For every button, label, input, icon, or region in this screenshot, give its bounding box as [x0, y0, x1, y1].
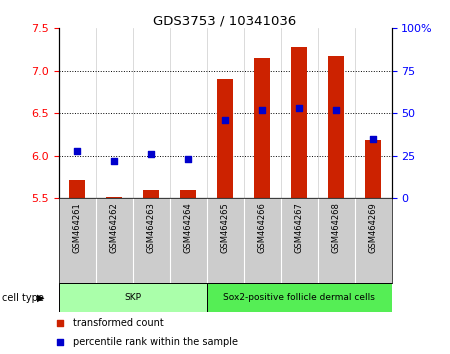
Point — [333, 107, 340, 113]
Text: transformed count: transformed count — [73, 318, 164, 329]
Point — [258, 107, 265, 113]
Point — [110, 158, 117, 164]
Text: GSM464262: GSM464262 — [109, 202, 118, 253]
Text: GSM464264: GSM464264 — [184, 202, 193, 253]
Point — [369, 136, 377, 142]
Text: GSM464269: GSM464269 — [369, 202, 378, 253]
Text: Sox2-positive follicle dermal cells: Sox2-positive follicle dermal cells — [223, 293, 375, 302]
Point — [56, 321, 63, 326]
Point — [56, 339, 63, 345]
Text: GSM464266: GSM464266 — [257, 202, 266, 253]
Bar — [180, 190, 196, 198]
Bar — [291, 47, 307, 198]
Title: GDS3753 / 10341036: GDS3753 / 10341036 — [153, 14, 297, 27]
Text: GSM464261: GSM464261 — [72, 202, 81, 253]
Text: GSM464268: GSM464268 — [332, 202, 341, 253]
Bar — [254, 58, 270, 198]
Point — [184, 156, 192, 162]
Text: ▶: ▶ — [37, 293, 45, 303]
Bar — [143, 190, 159, 198]
Bar — [364, 141, 381, 198]
Point — [295, 105, 302, 111]
Bar — [217, 79, 233, 198]
Bar — [328, 56, 344, 198]
Text: GSM464265: GSM464265 — [220, 202, 230, 253]
Bar — [58, 283, 207, 312]
Point — [73, 148, 81, 154]
Bar — [69, 179, 86, 198]
Text: GSM464267: GSM464267 — [294, 202, 303, 253]
Text: SKP: SKP — [124, 293, 141, 302]
Point — [148, 151, 155, 157]
Text: percentile rank within the sample: percentile rank within the sample — [73, 337, 238, 347]
Text: cell type: cell type — [2, 293, 44, 303]
Bar — [106, 196, 122, 198]
Bar — [207, 283, 392, 312]
Point — [221, 117, 229, 123]
Text: GSM464263: GSM464263 — [147, 202, 156, 253]
